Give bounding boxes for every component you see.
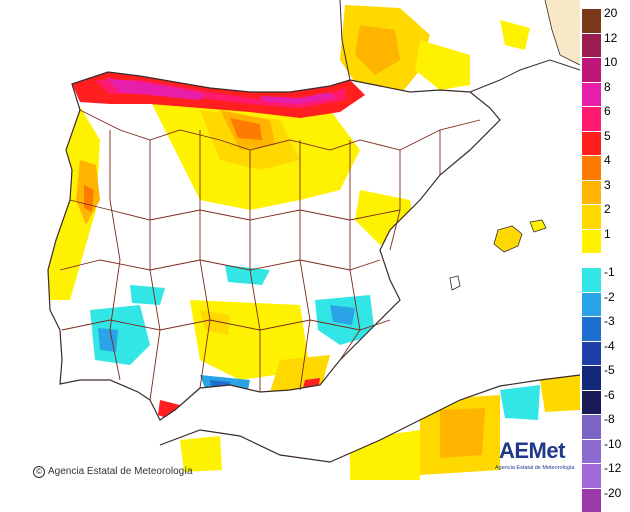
legend-swatch <box>582 82 601 107</box>
legend-label: -1 <box>604 266 615 278</box>
legend-label: -8 <box>604 413 615 425</box>
legend-swatch <box>582 8 601 33</box>
anomaly-map-panel: 20 12 10 8 6 5 4 3 2 1 -1 -2 -3 -4 -5 -6 -8 -10 -12 -20 © A… <box>0 0 630 500</box>
legend-label: -6 <box>604 389 615 401</box>
legend-label: 8 <box>604 81 611 93</box>
legend-label: 1 <box>604 228 611 240</box>
legend-label: -2 <box>604 291 615 303</box>
legend-swatch <box>582 267 601 292</box>
iberia-anomaly-map <box>0 0 580 500</box>
legend-swatch <box>582 439 601 464</box>
se-negative-anomaly-2 <box>330 305 355 325</box>
legend-label: 10 <box>604 56 617 68</box>
africa-negative-anomaly <box>500 385 540 420</box>
legend-swatch <box>582 131 601 156</box>
legend-swatch <box>582 341 601 366</box>
credit-text: Agencia Estatal de Meteorología <box>48 466 193 477</box>
legend-label: -10 <box>604 438 621 450</box>
legend-swatch <box>582 33 601 58</box>
legend-label: 20 <box>604 7 617 19</box>
legend-label: -5 <box>604 364 615 376</box>
legend-label: 2 <box>604 203 611 215</box>
legend-label: -4 <box>604 340 615 352</box>
legend-label: 5 <box>604 130 611 142</box>
west-negative-anomaly <box>130 285 165 305</box>
africa-anomaly-3 <box>440 408 485 458</box>
legend-label: 6 <box>604 105 611 117</box>
legend-swatch <box>582 155 601 180</box>
sw-negative-anomaly-2 <box>98 328 118 352</box>
logo-wordmark: AEMet <box>499 438 565 464</box>
legend-label: -12 <box>604 462 621 474</box>
africa-east-anomaly-2 <box>540 375 580 412</box>
legend-swatch <box>582 365 601 390</box>
aemet-logo: AEMet Agencia Estatal de Meteorología <box>493 437 578 477</box>
legend-label: -20 <box>604 487 621 499</box>
legend-swatch <box>582 316 601 341</box>
legend-swatch <box>582 292 601 317</box>
legend-label: 4 <box>604 154 611 166</box>
legend-label: -3 <box>604 315 615 327</box>
legend-swatch <box>582 229 601 254</box>
legend-swatch <box>582 180 601 205</box>
legend-swatch <box>582 57 601 82</box>
legend-swatch <box>582 204 601 229</box>
legend-swatch <box>582 414 601 439</box>
legend-swatch <box>582 390 601 415</box>
logo-subtitle: Agencia Estatal de Meteorología <box>495 465 575 471</box>
copyright-icon: © <box>33 466 45 478</box>
legend-label: 3 <box>604 179 611 191</box>
legend-swatch <box>582 463 601 488</box>
legend-label: 12 <box>604 32 617 44</box>
legend-swatch <box>582 106 601 131</box>
